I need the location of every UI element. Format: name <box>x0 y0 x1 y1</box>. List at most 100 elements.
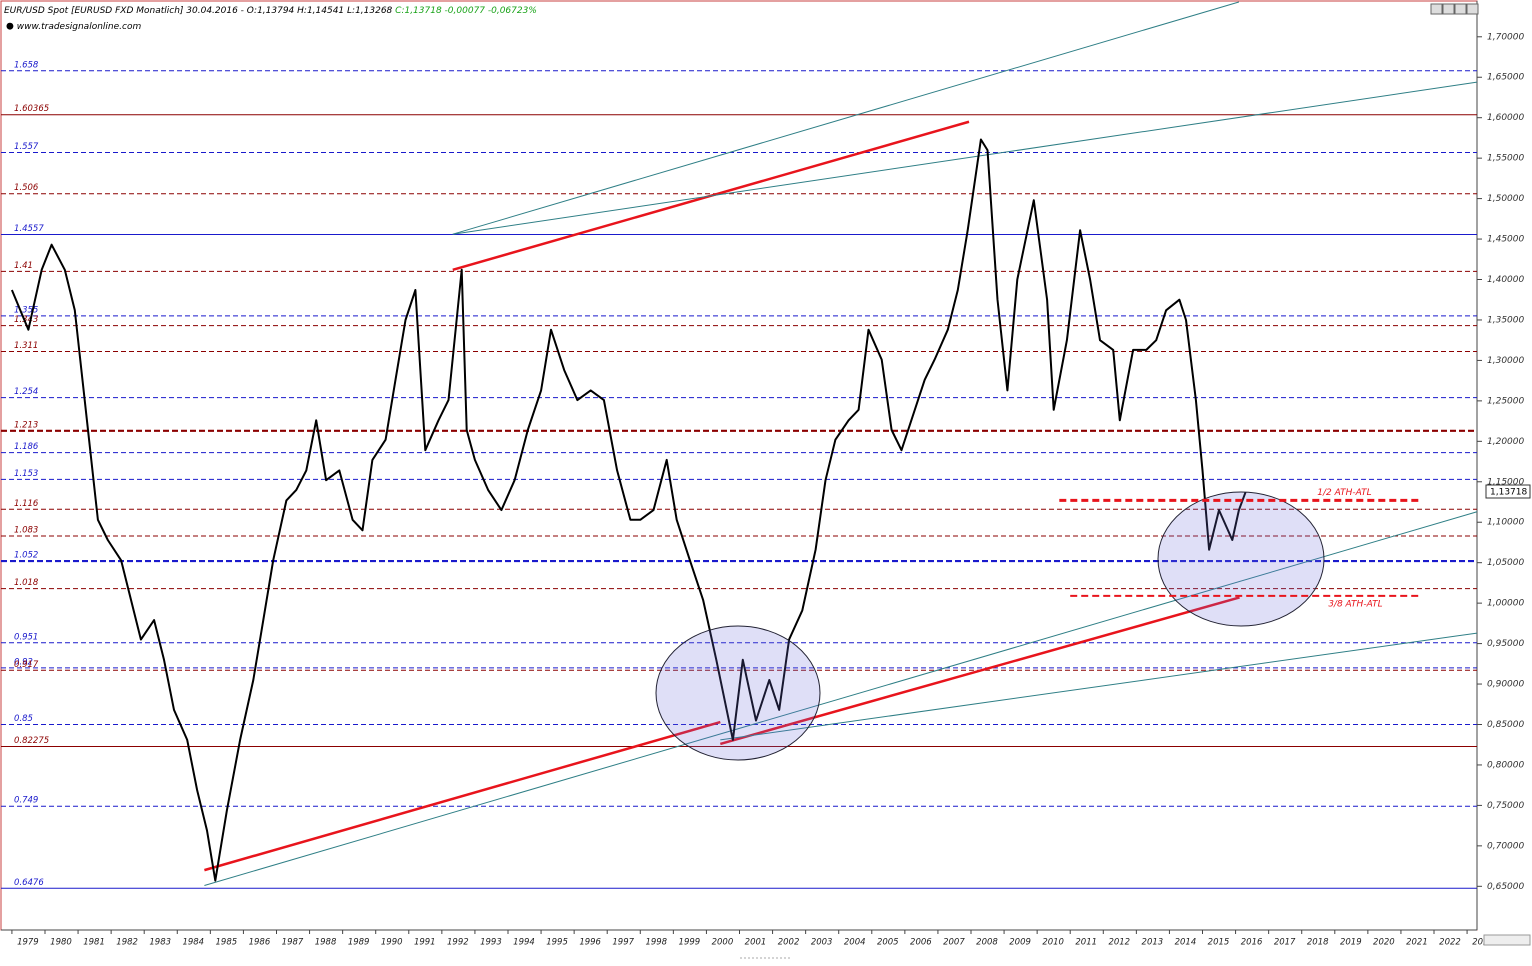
x-tick-label: 2012 <box>1108 938 1130 948</box>
level-label: 1.557 <box>14 142 39 152</box>
y-tick-label: 1,35000 <box>1487 315 1524 325</box>
trend-line <box>452 81 1478 235</box>
x-tick-label: 1987 <box>282 938 304 948</box>
x-tick-label: 2003 <box>811 938 833 948</box>
level-label: 1.41 <box>14 261 33 271</box>
y-tick-label: 0,75000 <box>1487 801 1524 811</box>
level-label: 0.6476 <box>14 878 44 888</box>
level-label: 0.917 <box>14 660 39 670</box>
level-label: 1.213 <box>14 420 38 430</box>
y-tick-label: 1,50000 <box>1487 194 1524 204</box>
x-tick-label: 2002 <box>778 938 800 948</box>
nav-button[interactable] <box>1430 3 1443 15</box>
close-button[interactable] <box>1466 3 1479 15</box>
y-tick-label: 1,70000 <box>1487 32 1524 42</box>
y-tick-label: 1,40000 <box>1487 275 1524 285</box>
level-label: 0.92 <box>14 657 33 667</box>
x-tick-label: 2021 <box>1406 938 1428 948</box>
zoom-controls[interactable] <box>1483 934 1531 946</box>
x-tick-label: 2013 <box>1142 938 1164 948</box>
x-tick-label: 2005 <box>877 938 899 948</box>
level-label: 0.85 <box>14 714 33 724</box>
x-tick-label: 2015 <box>1208 938 1230 948</box>
x-tick-label: 2022 <box>1439 938 1461 948</box>
level-label: 1.658 <box>14 60 39 70</box>
x-tick-label: 2023 <box>1472 938 1494 948</box>
x-tick-label: 2001 <box>745 938 767 948</box>
x-tick-label: 1982 <box>116 938 138 948</box>
highlight-ellipse <box>1157 491 1325 627</box>
x-tick-label: 1997 <box>612 938 634 948</box>
y-tick-label: 0,65000 <box>1487 882 1524 892</box>
level-label: 1.018 <box>14 578 39 588</box>
x-tick-label: 1991 <box>414 938 436 948</box>
annotation-label: 3/8 ATH-ATL <box>1328 599 1382 609</box>
x-tick-label: 2017 <box>1274 938 1296 948</box>
chart-title: EUR/USD Spot [EURUSD FXD Monatlich] 30.0… <box>4 6 537 16</box>
price-label: 1,13718 <box>1490 488 1527 498</box>
price-label-box <box>1485 484 1531 499</box>
x-tick-label: 1985 <box>216 938 238 948</box>
x-tick-label: 2008 <box>976 938 998 948</box>
y-tick-label: 0,90000 <box>1487 680 1524 690</box>
y-tick-label: 0,70000 <box>1487 841 1524 851</box>
price-line <box>10 138 1247 882</box>
main-layer <box>10 1 1478 886</box>
level-label: 1.116 <box>14 499 39 509</box>
x-tick-label: 2004 <box>844 938 866 948</box>
x-tick-label: 2011 <box>1075 938 1097 948</box>
y-tick-label: 1,25000 <box>1487 396 1524 406</box>
x-tick-label: 2018 <box>1307 938 1329 948</box>
x-tick-label: 1988 <box>315 938 337 948</box>
y-tick-label: 1,05000 <box>1487 558 1524 568</box>
y-tick-label: 1,00000 <box>1487 599 1524 609</box>
y-tick-label: 1,60000 <box>1487 113 1524 123</box>
subtitle-text: www.tradesignalonline.com <box>17 22 142 32</box>
y-tick-label: 1,15000 <box>1487 477 1524 487</box>
x-tick-label: 2016 <box>1241 938 1263 948</box>
y-tick-label: 1,65000 <box>1487 73 1524 83</box>
chart-subtitle: ● www.tradesignalonline.com <box>6 22 141 32</box>
trend-line <box>720 632 1478 741</box>
x-tick-label: 2020 <box>1373 938 1395 948</box>
trend-line <box>452 1 1240 235</box>
x-tick-label: 2019 <box>1340 938 1362 948</box>
y-tick-label: 1,30000 <box>1487 356 1524 366</box>
x-tick-label: 1983 <box>149 938 171 948</box>
x-tick-label: 1990 <box>381 938 403 948</box>
x-tick-label: 2000 <box>712 938 734 948</box>
level-label: 1.4557 <box>14 224 44 234</box>
level-label: 1.052 <box>14 551 38 561</box>
x-tick-label: 2007 <box>943 938 965 948</box>
window-buttons[interactable] <box>1430 3 1479 15</box>
x-tick-label: 2010 <box>1042 938 1064 948</box>
trend-line <box>204 511 1478 886</box>
title-change: C:1,13718 -0,00077 -0,06723% <box>395 6 537 16</box>
x-tick-label: 1989 <box>348 938 370 948</box>
level-label: 1.311 <box>14 341 38 351</box>
level-label: 1.355 <box>14 305 38 315</box>
levels: 1.6581.603651.5571.5061.45571.411.3551.3… <box>1 60 1477 889</box>
y-tick-label: 1,20000 <box>1487 437 1524 447</box>
x-tick-label: 2014 <box>1175 938 1197 948</box>
level-label: 0.749 <box>14 796 38 806</box>
window-button[interactable] <box>1454 3 1467 15</box>
x-tick-label: 1979 <box>17 938 39 948</box>
trend-line <box>719 596 1240 746</box>
x-tick-label: 2009 <box>1009 938 1031 948</box>
y-tick-label: 1,55000 <box>1487 154 1524 164</box>
x-tick-label: 1980 <box>50 938 72 948</box>
level-label: 1.186 <box>14 442 39 452</box>
x-tick-label: 2006 <box>910 938 932 948</box>
x-tick-label: 1984 <box>182 938 204 948</box>
x-tick-label: 1992 <box>447 938 469 948</box>
highlight-ellipse <box>655 625 821 761</box>
level-label: 1.343 <box>14 315 38 325</box>
y-tick-label: 1,45000 <box>1487 235 1524 245</box>
level-label: 0.82275 <box>14 736 49 746</box>
nav-button[interactable] <box>1442 3 1455 15</box>
title-main: EUR/USD Spot [EURUSD FXD Monatlich] 30.0… <box>4 6 395 16</box>
y-tick-label: 0,80000 <box>1487 760 1524 770</box>
